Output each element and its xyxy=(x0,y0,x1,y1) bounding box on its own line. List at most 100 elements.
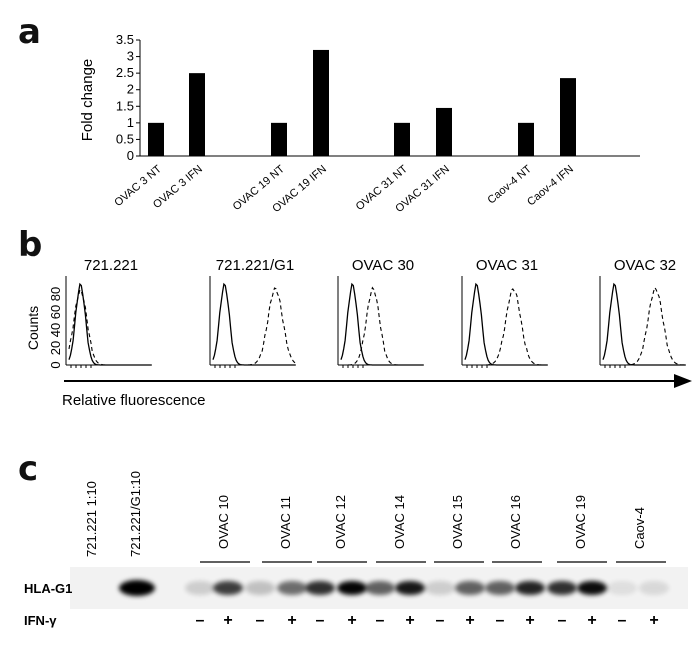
sample-group-label: OVAC 11 xyxy=(278,496,293,549)
control-histogram-solid xyxy=(602,282,685,366)
panel-b-histograms: Counts 0 20 40 60 80 721.221 721.221/G1 OVAC 3… xyxy=(25,257,692,409)
control-lane-label: 721.221 1:10 xyxy=(84,481,99,557)
bar xyxy=(148,122,164,156)
histogram-panel: OVAC 32 xyxy=(599,257,686,368)
sample-group: OVAC 10 xyxy=(200,495,250,563)
sample-group: OVAC 16 xyxy=(492,495,542,563)
control-histogram-solid xyxy=(464,282,547,366)
untreated-sign: – xyxy=(316,612,325,629)
bar xyxy=(189,73,205,156)
blot-band xyxy=(185,581,215,595)
histogram-panels: 721.221 721.221/G1 OVAC 30 OVAC 31 OVAC 32 xyxy=(65,257,686,368)
blot-band xyxy=(119,580,155,596)
control-histogram-solid xyxy=(68,282,151,366)
blot-band xyxy=(485,581,515,595)
histogram-panel: 721.221/G1 xyxy=(209,257,296,368)
sample-group: OVAC 19 xyxy=(557,495,607,563)
x-tick-label: Caov-4 IFN xyxy=(525,163,576,208)
y-tick-label: 0.5 xyxy=(116,131,134,146)
treated-sign: + xyxy=(525,612,534,629)
counts-tick-label: 80 xyxy=(48,287,63,301)
treated-sign: + xyxy=(287,612,296,629)
bar xyxy=(271,122,287,156)
blot-band xyxy=(365,581,395,595)
counts-tick-label: 0 xyxy=(48,361,63,368)
sample-group-label: OVAC 15 xyxy=(450,495,465,549)
histogram-panel: OVAC 31 xyxy=(461,257,548,368)
treated-sign: + xyxy=(587,612,596,629)
control-histogram-solid xyxy=(340,282,423,366)
blot-band xyxy=(277,581,307,595)
counts-tick-labels: 0 20 40 60 80 xyxy=(48,287,63,369)
panel-a-label: a xyxy=(18,12,41,52)
sample-group: Caov-4 xyxy=(616,507,666,563)
y-tick-label: 3 xyxy=(127,49,134,64)
blot-band xyxy=(213,581,243,595)
fluorescence-arrow-head xyxy=(674,374,692,388)
panel-c-western-blot: 721.221 1:10 721.221/G1:10 OVAC 10 OVAC 11… xyxy=(24,471,688,629)
blot-band xyxy=(305,581,335,595)
sample-title: 721.221/G1 xyxy=(216,257,294,274)
untreated-sign: – xyxy=(436,612,445,629)
sample-title: OVAC 31 xyxy=(476,257,538,274)
untreated-sign: – xyxy=(558,612,567,629)
sample-group: OVAC 12 xyxy=(317,495,367,563)
histogram-panel: OVAC 30 xyxy=(337,257,424,368)
untreated-sign: – xyxy=(376,612,385,629)
blot-band xyxy=(245,581,275,595)
counts-axis-label: Counts xyxy=(25,306,41,350)
control-lane-labels: 721.221 1:10 721.221/G1:10 xyxy=(84,471,143,557)
sample-title: OVAC 30 xyxy=(352,257,414,274)
treatment-signs: – + – + – + – + – + – + – + – + xyxy=(196,612,659,629)
stained-histogram-dashed xyxy=(603,286,686,366)
blot-band xyxy=(547,581,577,595)
stained-histogram-dashed xyxy=(213,287,296,366)
counts-tick-label: 60 xyxy=(48,305,63,319)
bar xyxy=(436,107,452,156)
untreated-sign: – xyxy=(196,612,205,629)
bar xyxy=(394,122,410,156)
sample-group-label: OVAC 19 xyxy=(573,495,588,549)
sample-group-label: Caov-4 xyxy=(632,507,647,549)
stained-histogram-dashed xyxy=(465,288,547,366)
panel-b-label: b xyxy=(18,225,43,265)
sample-group-labels: OVAC 10 OVAC 11 OVAC 12 OVAC 14 OVAC 15 OVAC … xyxy=(200,495,666,563)
treated-sign: + xyxy=(347,612,356,629)
sample-group-label: OVAC 14 xyxy=(392,495,407,549)
sample-group-label: OVAC 16 xyxy=(508,495,523,549)
sample-group: OVAC 14 xyxy=(376,495,426,563)
bar-series xyxy=(148,49,576,156)
blot-band xyxy=(577,581,607,595)
panel-a-bar-chart: Fold change 0 0.51 1.52 2.53 3.5 OVAC 3 NTOV… xyxy=(79,32,640,215)
treated-sign: + xyxy=(465,612,474,629)
y-tick-label: 1.5 xyxy=(116,98,134,113)
control-histogram-solid xyxy=(212,282,295,366)
sample-group-label: OVAC 12 xyxy=(333,495,348,549)
y-axis-label: Fold change xyxy=(79,59,96,142)
counts-tick-label: 40 xyxy=(48,323,63,337)
blot-bands xyxy=(119,580,669,596)
blot-row-label: HLA-G1 xyxy=(24,581,72,596)
y-tick-label: 2.5 xyxy=(116,65,134,80)
y-tick-label: 3.5 xyxy=(116,32,134,47)
sample-group-label: OVAC 10 xyxy=(216,495,231,549)
sample-title: OVAC 32 xyxy=(614,257,676,274)
blot-band xyxy=(425,581,455,595)
stained-histogram-dashed xyxy=(68,288,151,366)
treated-sign: + xyxy=(405,612,414,629)
counts-tick-label: 20 xyxy=(48,341,63,355)
bar xyxy=(560,78,576,156)
blot-band xyxy=(639,581,669,595)
treated-sign: + xyxy=(223,612,232,629)
stained-histogram-dashed xyxy=(341,286,423,366)
bar xyxy=(313,49,329,156)
blot-band xyxy=(515,581,545,595)
bar xyxy=(518,122,534,156)
fluorescence-axis-label: Relative fluorescence xyxy=(62,392,205,409)
treated-sign: + xyxy=(649,612,658,629)
sample-group: OVAC 15 xyxy=(434,495,484,563)
blot-band xyxy=(455,581,485,595)
y-tick-labels: 0 0.51 1.52 2.53 3.5 xyxy=(116,32,140,163)
sample-title: 721.221 xyxy=(84,257,138,274)
